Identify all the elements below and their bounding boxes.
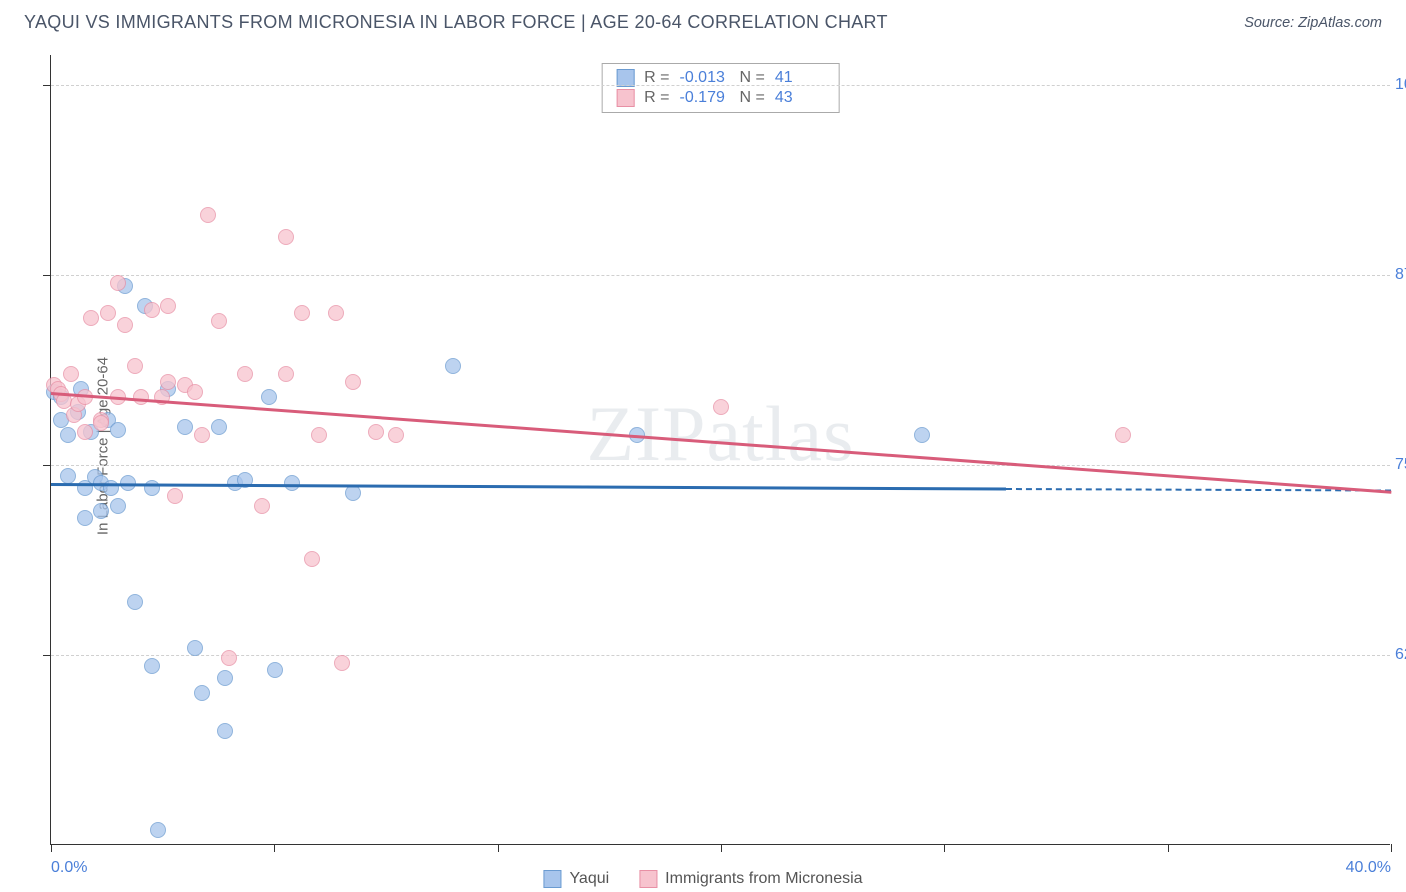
x-tick	[274, 844, 275, 852]
data-point	[267, 662, 283, 678]
data-point	[294, 305, 310, 321]
data-point	[445, 358, 461, 374]
y-tick-label: 87.5%	[1395, 266, 1406, 284]
data-point	[127, 594, 143, 610]
data-point	[144, 658, 160, 674]
y-tick	[43, 275, 51, 276]
trend-line	[51, 483, 1006, 490]
x-tick	[1391, 844, 1392, 852]
data-point	[194, 685, 210, 701]
data-point	[144, 302, 160, 318]
legend-swatch	[616, 89, 634, 107]
legend-swatch	[543, 870, 561, 888]
n-value: 41	[775, 69, 825, 87]
gridline	[51, 275, 1390, 276]
data-point	[150, 822, 166, 838]
n-label: N =	[740, 69, 765, 87]
data-point	[328, 305, 344, 321]
data-point	[254, 498, 270, 514]
y-tick-label: 100.0%	[1395, 76, 1406, 94]
data-point	[278, 366, 294, 382]
data-point	[261, 389, 277, 405]
data-point	[177, 419, 193, 435]
x-tick	[51, 844, 52, 852]
data-point	[237, 366, 253, 382]
r-label: R =	[644, 69, 669, 87]
legend-swatch	[616, 69, 634, 87]
data-point	[388, 427, 404, 443]
y-tick	[43, 465, 51, 466]
data-point	[144, 480, 160, 496]
data-point	[110, 422, 126, 438]
data-point	[211, 419, 227, 435]
y-tick-label: 62.5%	[1395, 646, 1406, 664]
data-point	[278, 229, 294, 245]
data-point	[60, 427, 76, 443]
legend-swatch	[639, 870, 657, 888]
x-tick	[944, 844, 945, 852]
data-point	[117, 317, 133, 333]
source-attribution: Source: ZipAtlas.com	[1244, 15, 1382, 31]
data-point	[93, 415, 109, 431]
correlation-legend: R = -0.013 N = 41 R = -0.179 N = 43	[601, 63, 840, 113]
correlation-legend-row: R = -0.179 N = 43	[616, 88, 825, 108]
gridline	[51, 655, 1390, 656]
legend-item: Immigrants from Micronesia	[639, 870, 862, 888]
data-point	[127, 358, 143, 374]
legend-label: Immigrants from Micronesia	[665, 870, 862, 888]
data-point	[1115, 427, 1131, 443]
data-point	[914, 427, 930, 443]
data-point	[110, 498, 126, 514]
data-point	[160, 298, 176, 314]
y-tick	[43, 655, 51, 656]
data-point	[63, 366, 79, 382]
r-value: -0.179	[680, 89, 730, 107]
data-point	[83, 310, 99, 326]
data-point	[187, 640, 203, 656]
data-point	[93, 503, 109, 519]
data-point	[304, 551, 320, 567]
data-point	[217, 670, 233, 686]
data-point	[334, 655, 350, 671]
data-point	[194, 427, 210, 443]
chart-header: YAQUI VS IMMIGRANTS FROM MICRONESIA IN L…	[0, 0, 1406, 41]
data-point	[345, 374, 361, 390]
scatter-chart: ZIPatlas R =-0.013N =41R =-0.179N =43 62…	[50, 55, 1390, 845]
data-point	[133, 389, 149, 405]
data-point	[60, 468, 76, 484]
data-point	[110, 275, 126, 291]
n-value: 43	[775, 89, 825, 107]
x-tick	[1168, 844, 1169, 852]
data-point	[221, 650, 237, 666]
r-value: -0.013	[680, 69, 730, 87]
y-tick	[43, 85, 51, 86]
x-tick-label: 0.0%	[51, 859, 87, 877]
data-point	[77, 510, 93, 526]
data-point	[311, 427, 327, 443]
data-point	[100, 305, 116, 321]
gridline	[51, 465, 1390, 466]
data-point	[200, 207, 216, 223]
data-point	[187, 384, 203, 400]
legend-item: Yaqui	[543, 870, 609, 888]
data-point	[217, 723, 233, 739]
x-tick	[721, 844, 722, 852]
legend-label: Yaqui	[569, 870, 609, 888]
y-tick-label: 75.0%	[1395, 456, 1406, 474]
data-point	[211, 313, 227, 329]
n-label: N =	[740, 89, 765, 107]
chart-title: YAQUI VS IMMIGRANTS FROM MICRONESIA IN L…	[24, 12, 888, 33]
x-tick-label: 40.0%	[1346, 859, 1391, 877]
x-tick	[498, 844, 499, 852]
data-point	[713, 399, 729, 415]
gridline	[51, 85, 1390, 86]
r-label: R =	[644, 89, 669, 107]
data-point	[77, 424, 93, 440]
data-point	[160, 374, 176, 390]
data-point	[167, 488, 183, 504]
series-legend: Yaqui Immigrants from Micronesia	[543, 870, 862, 888]
data-point	[368, 424, 384, 440]
